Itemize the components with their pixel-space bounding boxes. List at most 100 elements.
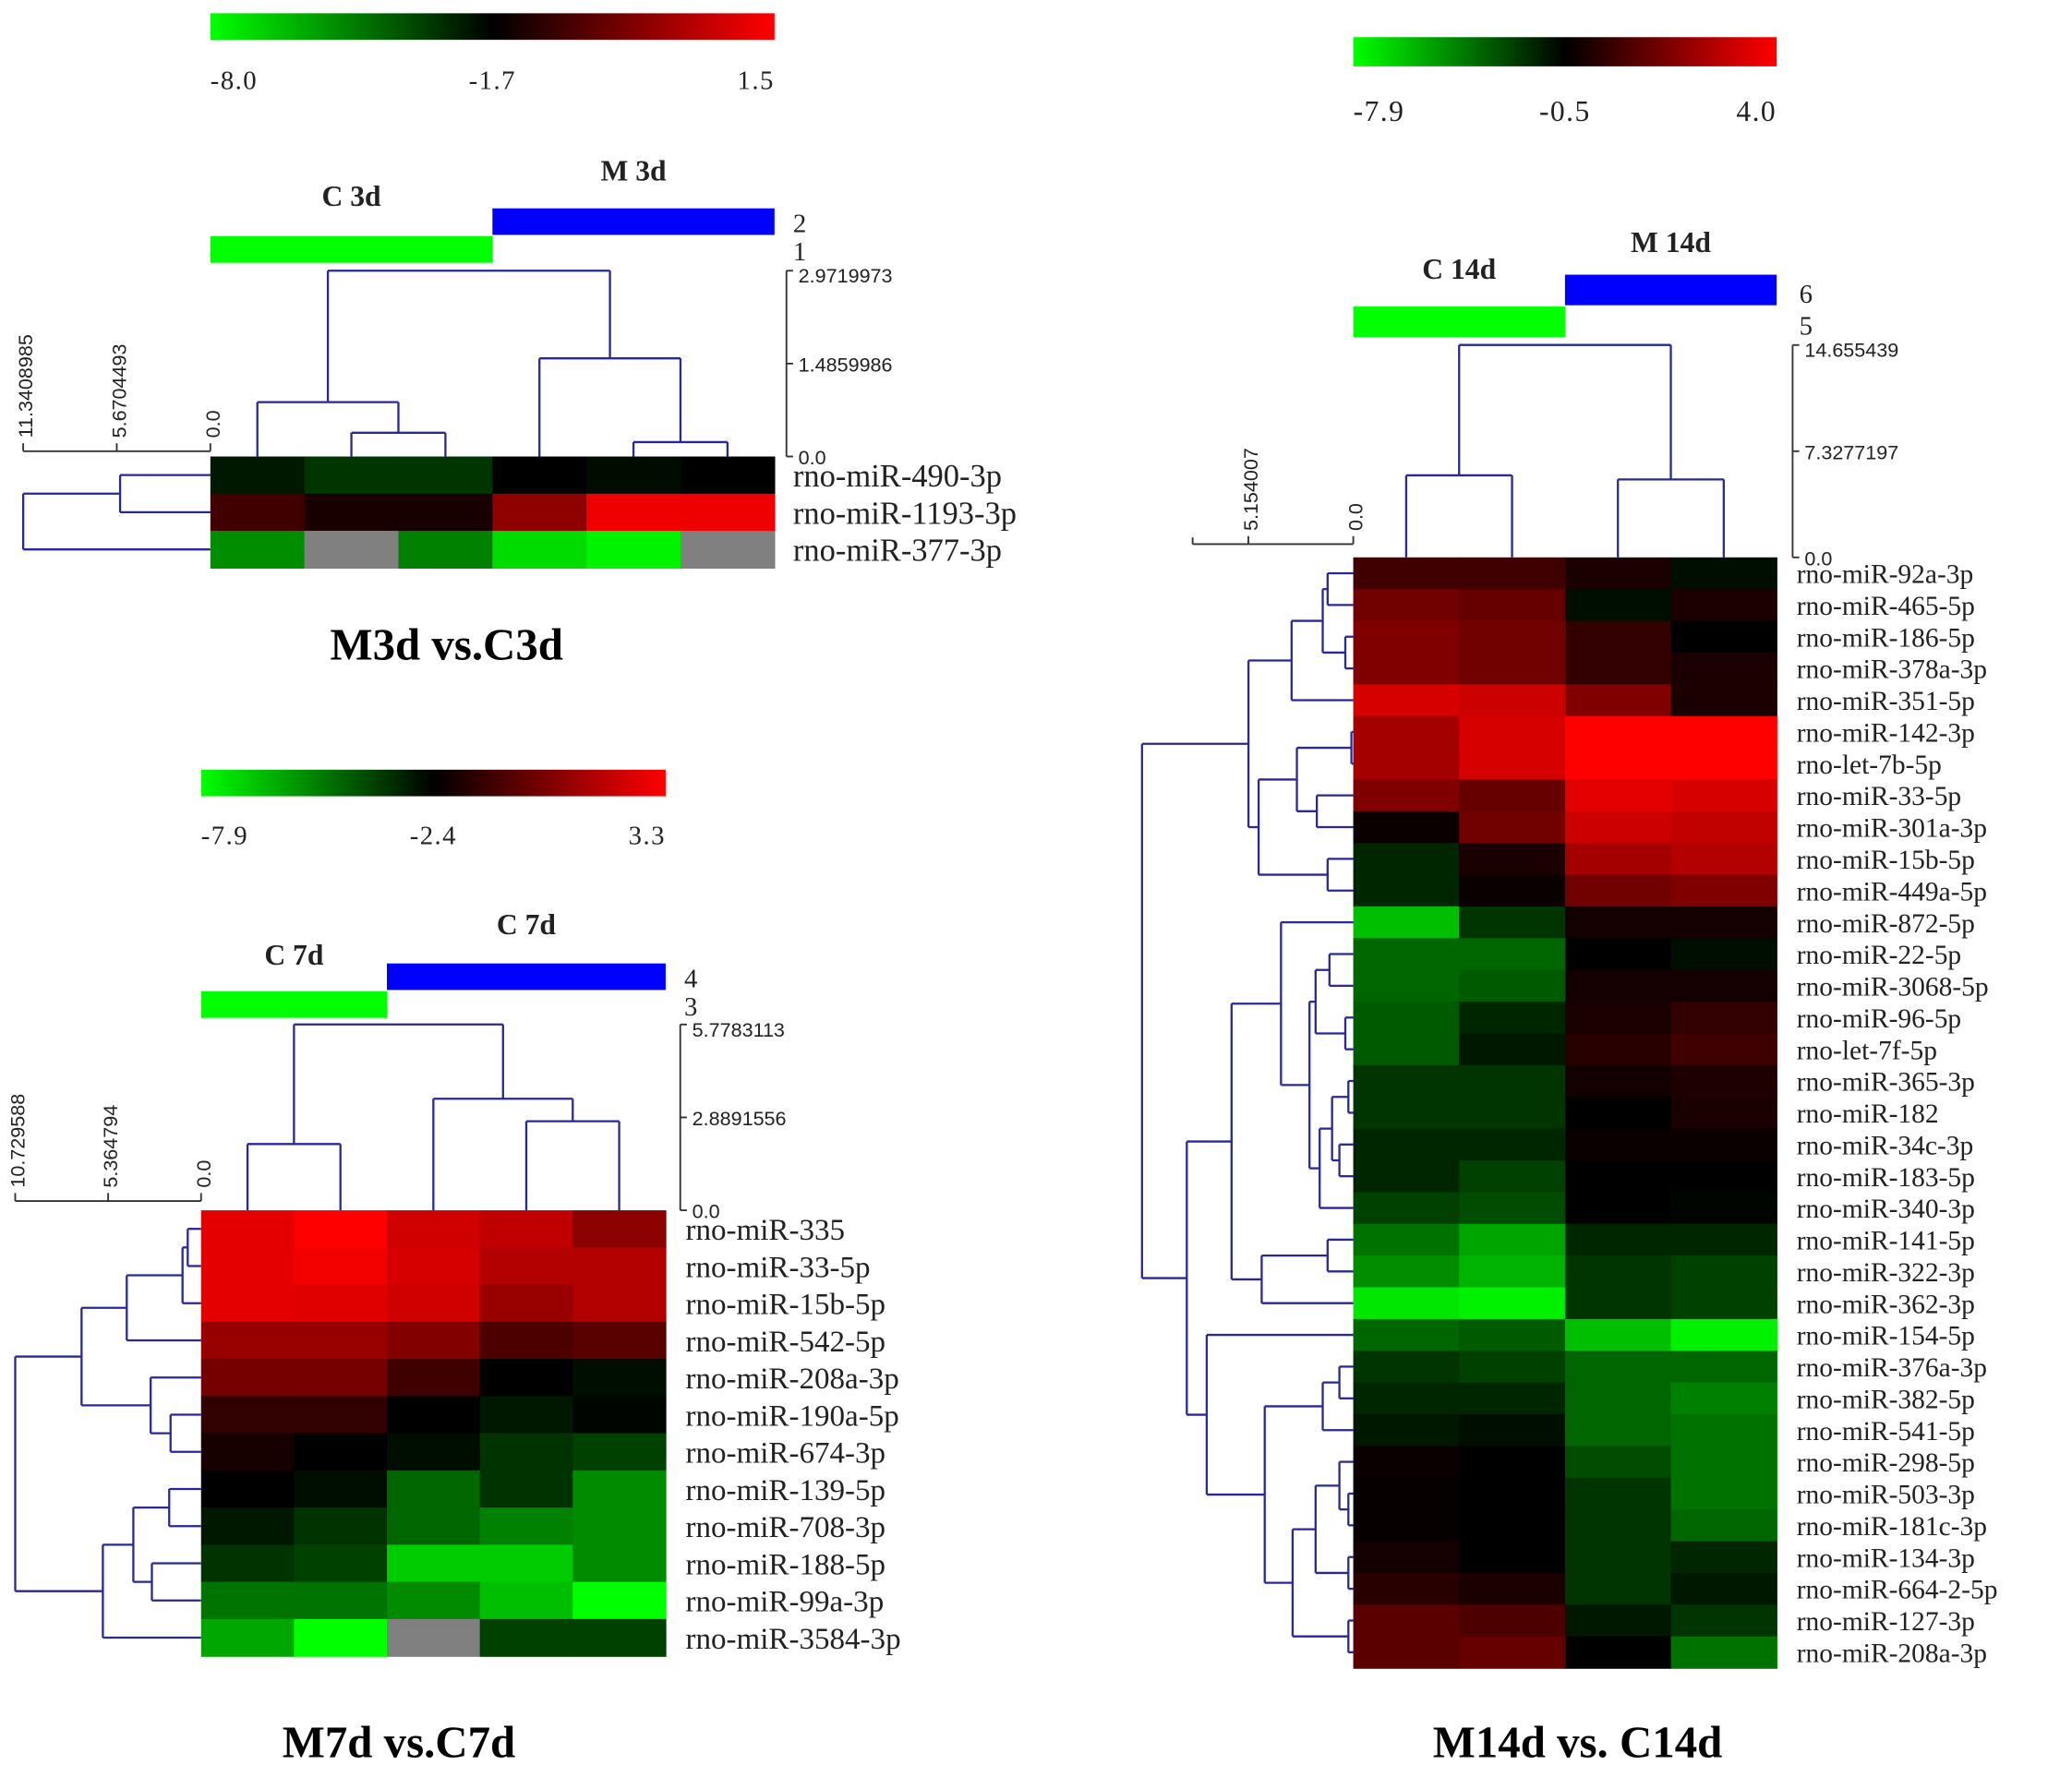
heatmap-cell (1353, 874, 1460, 907)
heatmap-cell (1670, 1064, 1777, 1098)
heatmap-cell (572, 1396, 667, 1435)
heatmap-cell (294, 1396, 388, 1435)
heatmap-panel-2: -7.9 -2.4 3.3 C 7d 3 C 7d 4 rno-miR-335 rno-miR-… (6, 769, 901, 1765)
heatmap-cell (387, 1618, 481, 1657)
color-scale-label: -0.5 (1539, 95, 1591, 127)
row-label: rno-miR-378a-3p (1797, 655, 1987, 685)
heatmap-cell (479, 1507, 573, 1546)
heatmap-cell (1564, 1509, 1672, 1543)
heatmap-cell (1670, 1572, 1777, 1606)
heatmap-cell (1353, 1033, 1460, 1066)
heatmap-cell (210, 456, 306, 495)
heatmap-cell (1564, 1064, 1672, 1098)
heatmap-cell (1353, 1128, 1460, 1161)
heatmap-cell (1353, 1287, 1460, 1320)
scale-tick-label: 7.3277197 (1804, 440, 1898, 463)
heatmap-cells (200, 1210, 667, 1657)
row-label: rno-miR-34c-3p (1797, 1131, 1974, 1160)
row-label: rno-miR-503-3p (1797, 1481, 1975, 1510)
heatmap-cell (1564, 874, 1672, 907)
group-label: C 7d (264, 939, 324, 971)
heatmap-cell (1564, 1351, 1672, 1384)
heatmap-cell (1670, 1192, 1777, 1225)
heatmap-cell (294, 1433, 388, 1471)
heatmap-cell (387, 1544, 481, 1583)
heatmap-cell (200, 1396, 295, 1435)
row-label: rno-miR-541-5p (1797, 1417, 1975, 1447)
row-label: rno-miR-181c-3p (1797, 1512, 1987, 1542)
heatmap-cell (304, 493, 400, 532)
heatmap-cell (1564, 652, 1672, 686)
heatmap-cell (1353, 938, 1460, 971)
heatmap-cell (1564, 1223, 1672, 1256)
heatmap-cell (1564, 1192, 1672, 1225)
row-label: rno-miR-376a-3p (1797, 1353, 1987, 1383)
heatmap-cell (1564, 1128, 1672, 1161)
color-scale-label: -7.9 (201, 821, 248, 850)
row-label: rno-miR-3584-3p (685, 1623, 900, 1656)
heatmap-cell (1353, 557, 1460, 590)
heatmap-cell (586, 456, 681, 495)
heatmap-cell (1459, 1097, 1566, 1130)
heatmap-cell (1670, 810, 1777, 844)
heatmap-cell (387, 1284, 481, 1323)
row-dendrogram (1140, 571, 1354, 1654)
scale-tick-label: 5.364794 (99, 1105, 122, 1188)
row-label: rno-miR-15b-5p (685, 1289, 885, 1322)
heatmap-cell (1670, 557, 1777, 590)
column-dendrogram (246, 1023, 620, 1211)
heatmap-cell (479, 1359, 573, 1398)
row-label: rno-miR-542-5p (685, 1326, 885, 1359)
heatmap-cell (304, 456, 400, 495)
heatmap-cell (1564, 1033, 1672, 1066)
heatmap-cell (1564, 1159, 1672, 1194)
heatmap-cell (1564, 620, 1672, 654)
heatmap-cell (1459, 684, 1566, 717)
scale-tick-label: 1.4859986 (799, 354, 893, 377)
heatmap-cell (680, 456, 776, 495)
heatmap-cell (398, 456, 494, 495)
heatmap-cell (1564, 1541, 1672, 1574)
scale-tick-label: 2.8891556 (693, 1107, 787, 1130)
heatmap-cell (586, 493, 681, 532)
heatmap-cell (1353, 684, 1460, 717)
heatmap-cell (1564, 969, 1672, 1003)
scale-tick-label: 5.154007 (1239, 448, 1262, 531)
row-label: rno-miR-139-5p (685, 1474, 885, 1507)
row-label: rno-miR-708-3p (685, 1511, 885, 1544)
heatmap-cell (1459, 715, 1566, 749)
heatmap-cell (1459, 969, 1566, 1003)
group-bar (387, 963, 666, 991)
heatmap-cell (387, 1321, 481, 1360)
row-label: rno-miR-186-5p (1797, 623, 1975, 653)
heatmap-cell (1459, 1477, 1566, 1510)
heatmap-cell (1670, 1382, 1777, 1415)
group-number: 3 (684, 992, 697, 1022)
heatmap-cell (1459, 1541, 1566, 1574)
row-dendrogram (21, 474, 211, 551)
heatmap-cells (1353, 557, 1777, 1669)
row-label: rno-miR-127-3p (1797, 1607, 1975, 1637)
color-scale-label: 1.5 (738, 66, 775, 95)
heatmap-cell (572, 1507, 667, 1546)
heatmap-cell (1459, 1509, 1566, 1543)
heatmap-cell (1670, 1351, 1777, 1384)
heatmap-cell (479, 1247, 573, 1286)
row-distance-scale: 11.3408985 5.6704493 0.0 (14, 334, 224, 452)
row-label: rno-miR-335 (685, 1214, 845, 1247)
group-label: C 7d (497, 908, 557, 941)
heatmap-cell (1353, 779, 1460, 812)
heatmap-cell (200, 1247, 295, 1286)
heatmap-cell (1459, 1351, 1566, 1384)
heatmap-cell (479, 1470, 573, 1508)
heatmap-cell (1353, 589, 1460, 622)
column-dendrogram (256, 270, 729, 457)
color-scale-label: -8.0 (211, 66, 258, 95)
heatmap-cell (387, 1581, 481, 1620)
row-label: rno-miR-340-3p (1797, 1195, 1975, 1224)
heatmap-cell (1670, 1414, 1777, 1447)
heatmap-cell (1459, 1382, 1566, 1415)
heatmap-cell (1670, 1159, 1777, 1194)
row-label: rno-miR-154-5p (1797, 1322, 1975, 1351)
